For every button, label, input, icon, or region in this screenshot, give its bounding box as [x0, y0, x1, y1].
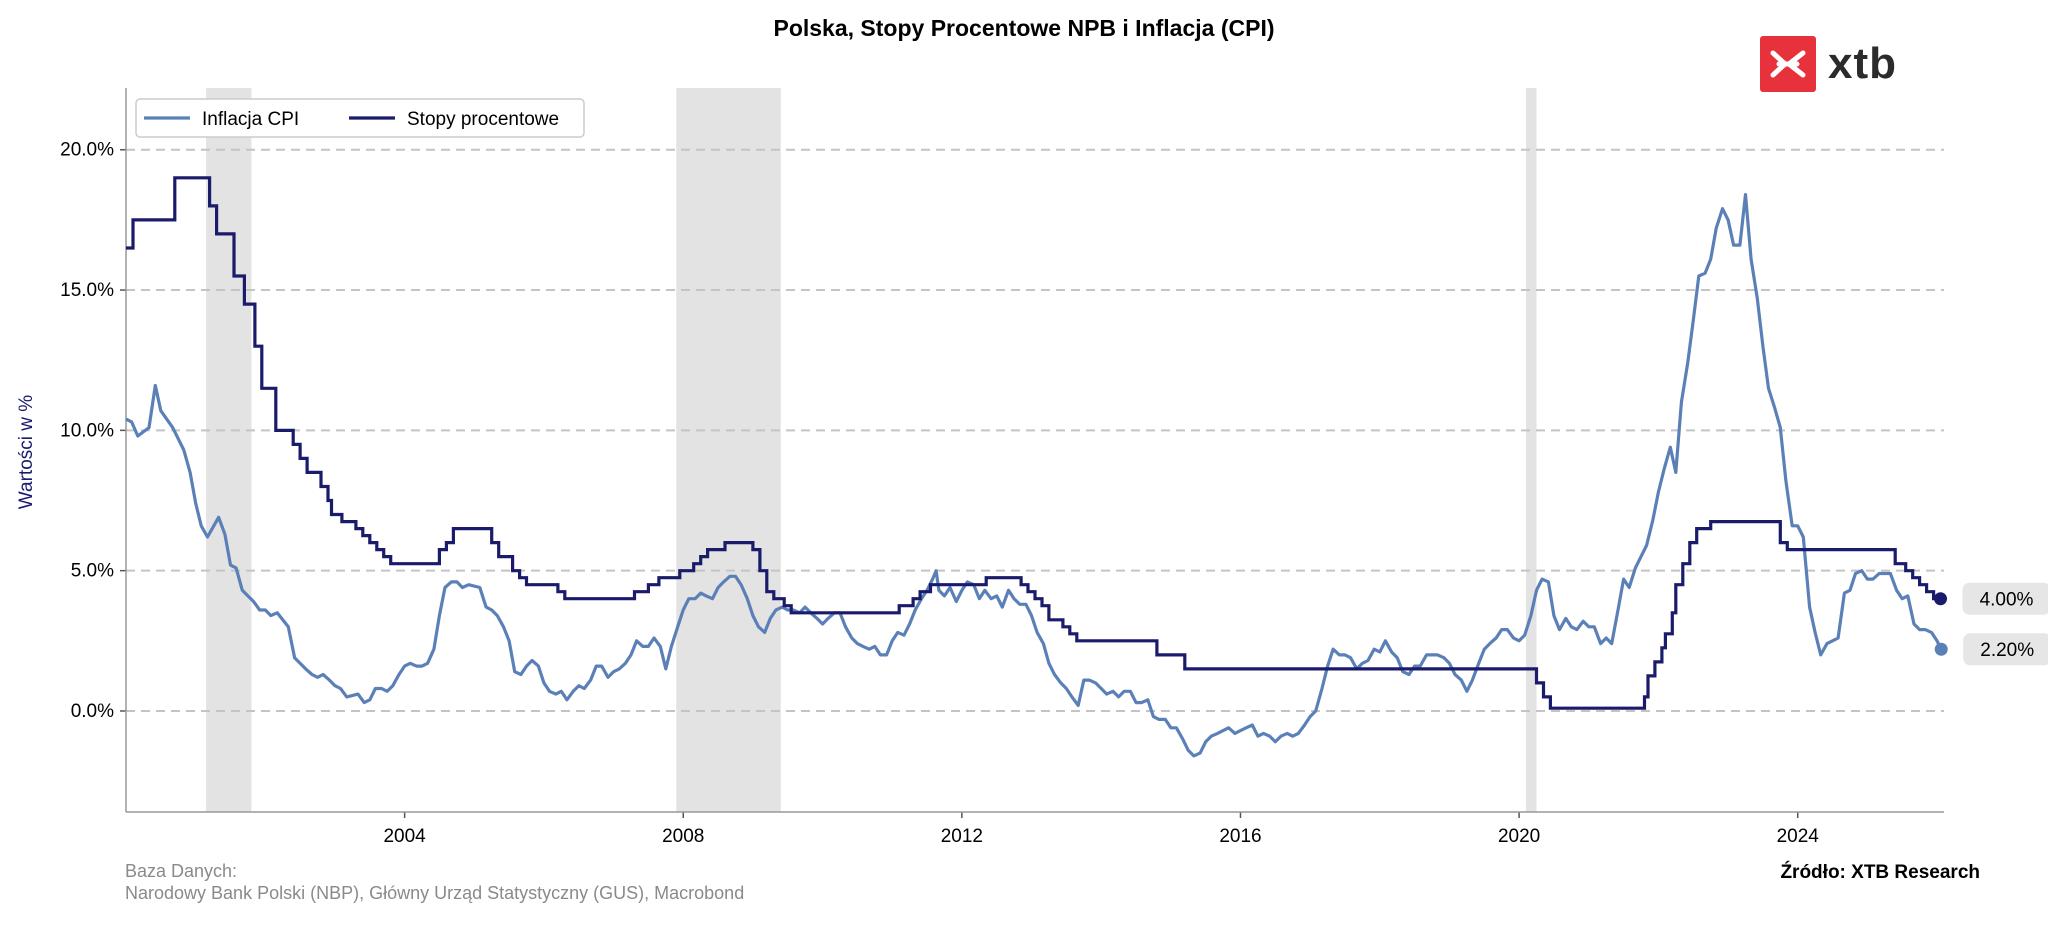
- recession-shading: [206, 88, 1537, 812]
- x-tick-label: 2008: [662, 826, 704, 847]
- end-labels: 4.00% 2.20%: [1934, 582, 2048, 666]
- y-tick-label: 10.0%: [60, 420, 114, 441]
- x-tick-label: 2020: [1498, 826, 1540, 847]
- series-line-inflacja-cpi: [125, 193, 1943, 758]
- grid-lines: [126, 148, 1944, 712]
- end-marker-stopy: [1934, 592, 1948, 606]
- chart-title: Polska, Stopy Procentowe NPB i Inflacja …: [773, 15, 1274, 41]
- tick-labels: 0.0% 5.0% 10.0% 15.0% 20.0% 2004 2008 2012 2016 2…: [60, 140, 1819, 847]
- x-tick-label: 2012: [941, 826, 983, 847]
- shaded-period-0: [206, 88, 252, 812]
- shaded-period-2: [1526, 88, 1537, 812]
- data-source-title: Baza Danych:: [125, 861, 238, 881]
- y-tick-label: 5.0%: [71, 561, 114, 582]
- end-label-stopy: 4.00%: [1980, 590, 2034, 611]
- shaded-period-1: [676, 88, 781, 812]
- end-label-box-cpi: [1963, 633, 2048, 666]
- xtb-logo: xtb: [1760, 36, 1897, 92]
- x-tick-label: 2016: [1219, 826, 1261, 847]
- end-marker-cpi: [1934, 642, 1948, 656]
- y-axis-label: Wartości w %: [16, 395, 37, 509]
- legend-label-0: Inflacja CPI: [202, 109, 299, 130]
- y-tick-label: 15.0%: [60, 280, 114, 301]
- end-label-cpi: 2.20%: [1980, 640, 2034, 661]
- y-tick-label: 20.0%: [60, 140, 114, 161]
- data-source-text: Narodowy Bank Polski (NBP), Główny Urząd…: [125, 883, 745, 903]
- xtb-logo-icon: [1760, 36, 1816, 92]
- axes: [120, 88, 1944, 818]
- x-tick-label: 2004: [383, 826, 426, 847]
- legend: Inflacja CPI Stopy procentowe: [135, 98, 585, 138]
- legend-label-1: Stopy procentowe: [407, 109, 559, 130]
- end-label-box-stopy: [1962, 582, 2048, 615]
- series-lines: [125, 176, 1943, 758]
- x-tick-label: 2024: [1777, 826, 1820, 847]
- source-credit: Źródło: XTB Research: [1780, 862, 1980, 883]
- y-tick-label: 0.0%: [71, 701, 114, 722]
- xtb-logo-text: xtb: [1828, 39, 1897, 88]
- series-line-stopy-procentowe: [126, 176, 1941, 710]
- data-source: Baza Danych: Narodowy Bank Polski (NBP),…: [125, 860, 744, 904]
